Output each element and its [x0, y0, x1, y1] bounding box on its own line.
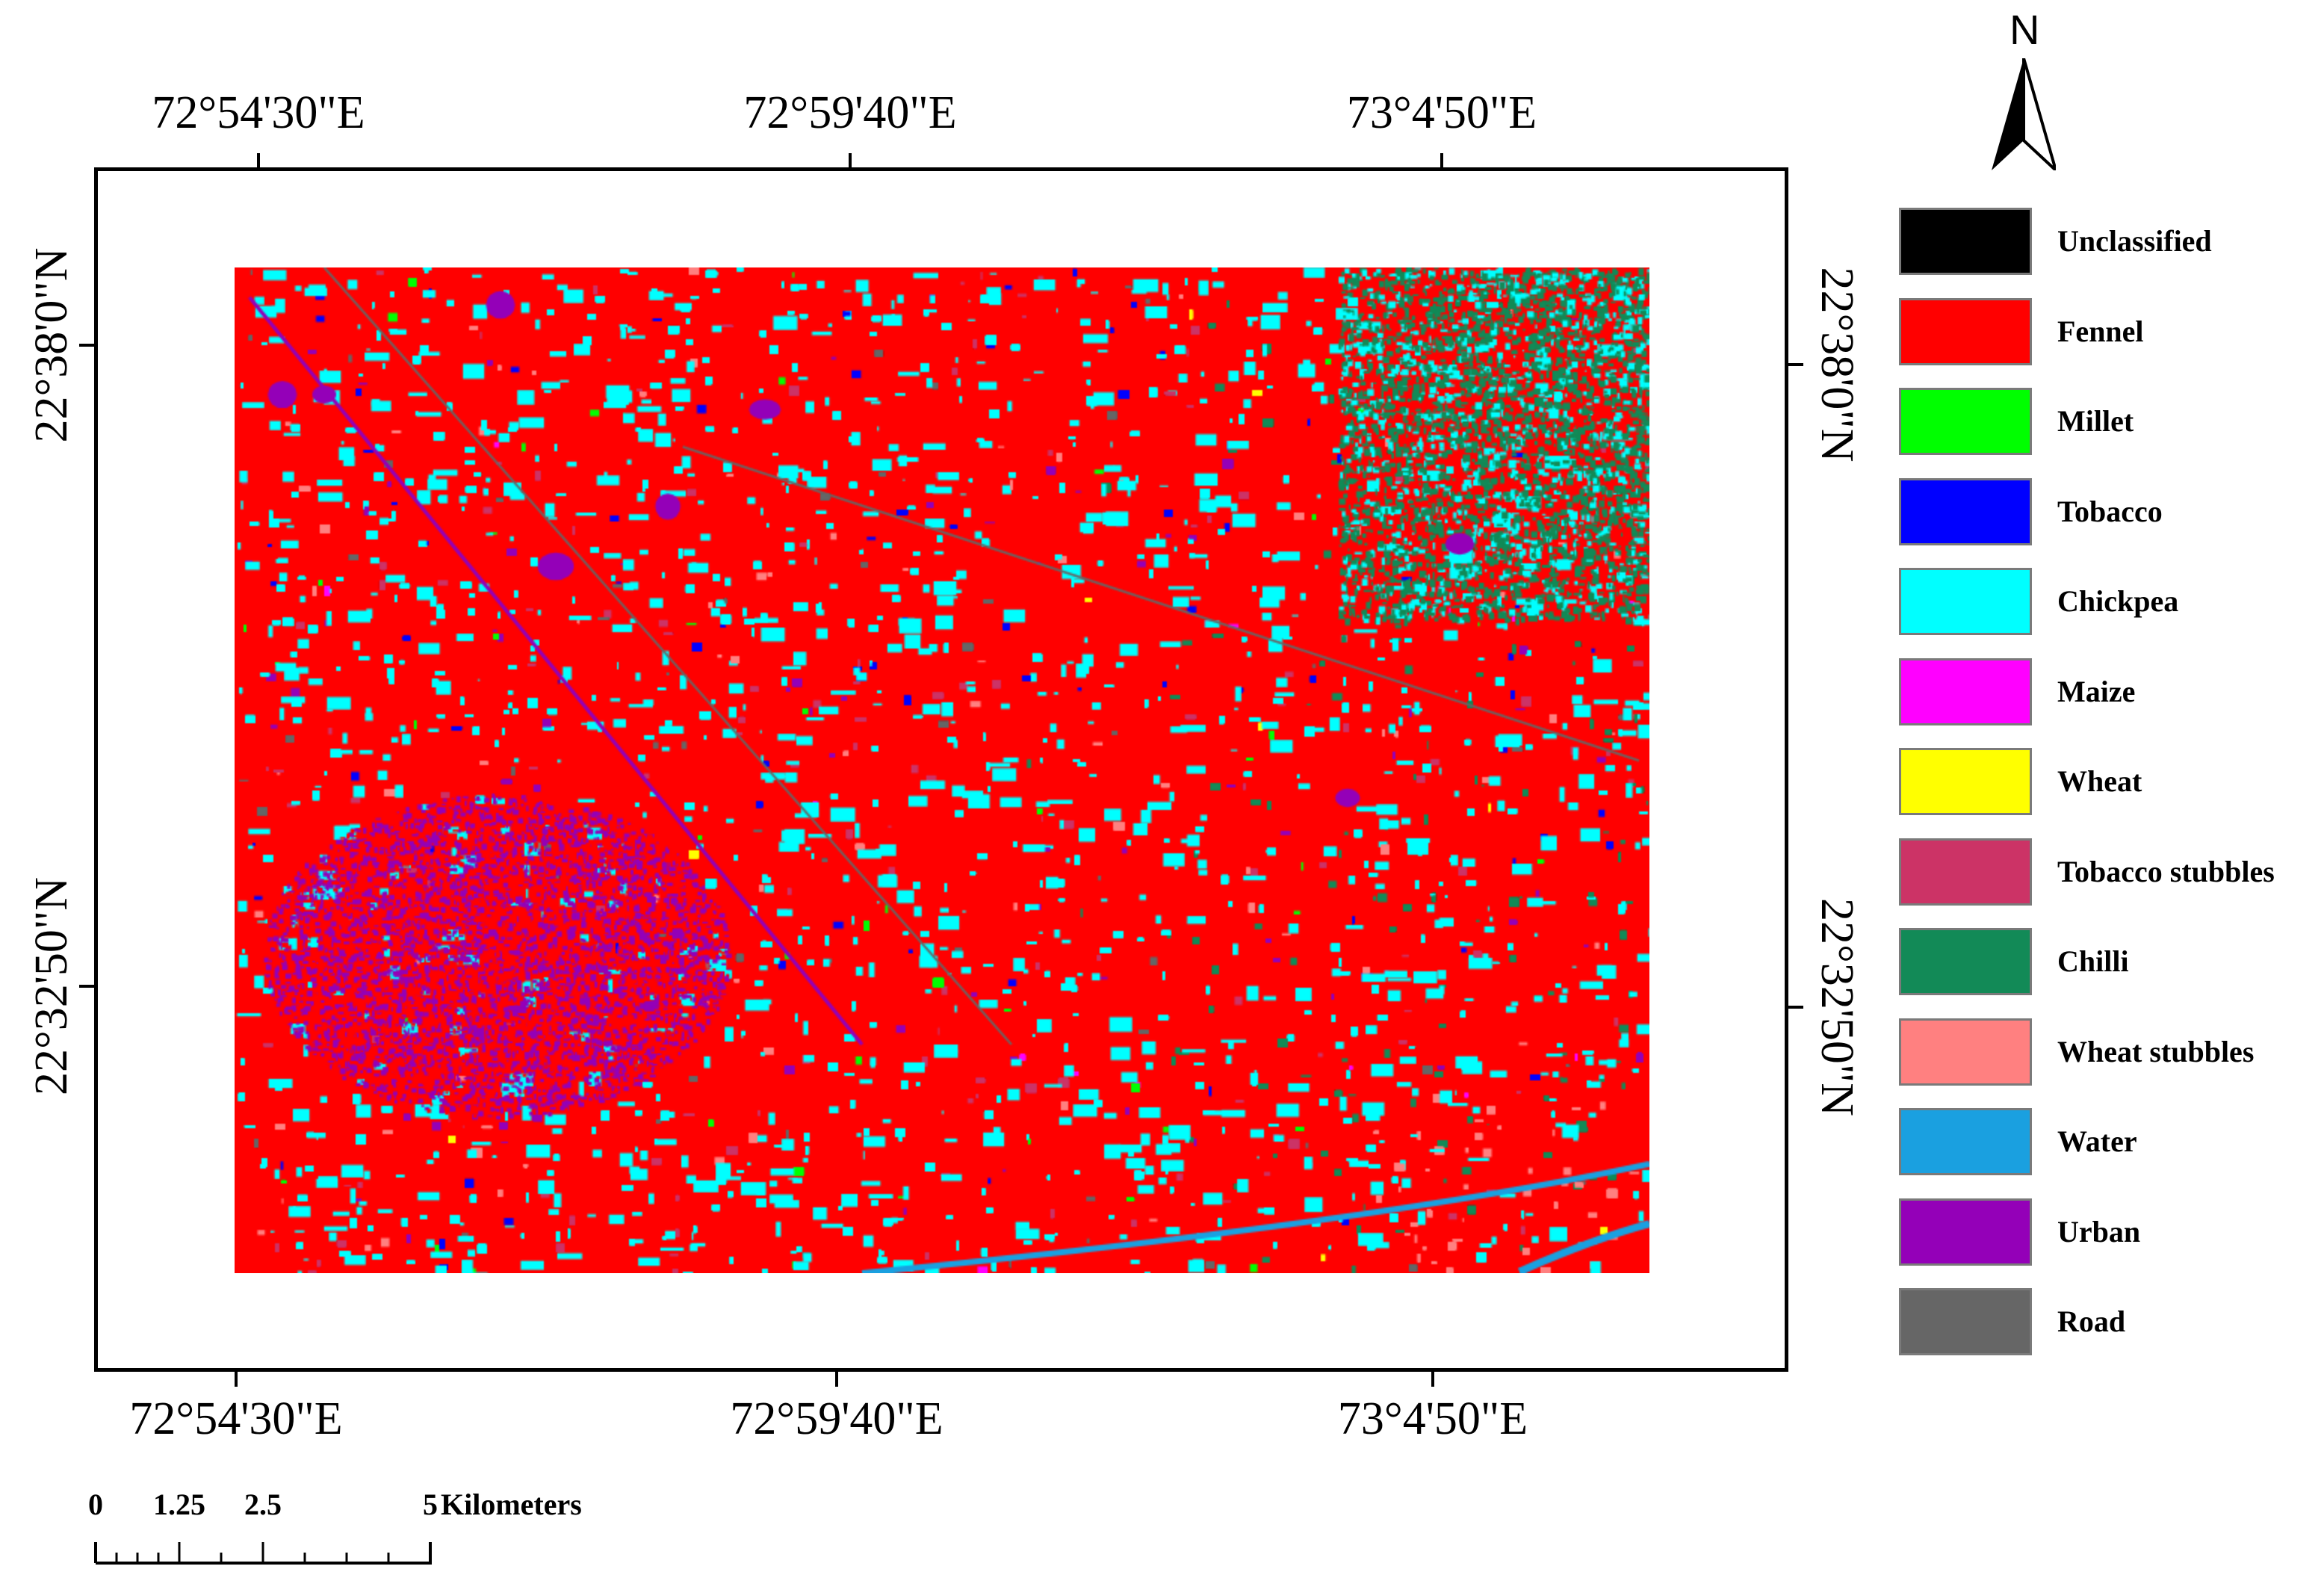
legend-swatch [1899, 298, 2032, 365]
legend-swatch [1899, 388, 2032, 455]
scale-label: 1.25 [153, 1488, 205, 1521]
legend-label: Unclassified [2057, 224, 2212, 258]
bottom-tick [235, 1370, 238, 1387]
top-tick [1440, 153, 1443, 170]
legend-label: Wheat stubbles [2057, 1035, 2255, 1068]
north-label: N [2010, 6, 2040, 53]
legend-label: Wheat [2057, 764, 2142, 798]
left-latitude-label: 22°38'0"N [26, 247, 77, 443]
legend-swatch [1899, 568, 2032, 635]
right-tick [1787, 1006, 1803, 1009]
legend-swatch [1899, 658, 2032, 725]
right-latitude-label: 22°38'0"N [1812, 267, 1862, 462]
scale-label: 0 [88, 1488, 103, 1521]
north-arrow-icon [1992, 58, 2056, 170]
bottom-longitude-label: 72°59'40"E [730, 1393, 943, 1444]
bottom-longitude-label: 72°54'30"E [129, 1393, 343, 1444]
bottom-tick [1431, 1370, 1434, 1387]
bottom-longitude-label: 73°4'50"E [1337, 1393, 1528, 1444]
legend-swatch [1899, 1018, 2032, 1086]
classified-raster [235, 267, 1649, 1273]
top-longitude-label: 72°54'30"E [152, 87, 365, 138]
legend-label: Urban [2057, 1215, 2141, 1248]
top-longitude-label: 73°4'50"E [1346, 87, 1537, 138]
legend-swatch [1899, 1288, 2032, 1355]
legend-swatch [1899, 838, 2032, 906]
legend-label: Water [2057, 1124, 2137, 1158]
legend-label: Road [2057, 1305, 2126, 1338]
legend-label: Maize [2057, 675, 2136, 708]
legend-swatch [1899, 1108, 2032, 1175]
legend-swatch [1899, 748, 2032, 815]
left-tick [79, 344, 96, 347]
legend-label: Millet [2057, 404, 2134, 438]
top-longitude-label: 72°59'40"E [743, 87, 957, 138]
scale-bar-icon [94, 1542, 432, 1565]
legend-label: Chilli [2057, 944, 2129, 978]
right-latitude-label: 22°32'50"N [1812, 897, 1862, 1117]
top-tick [849, 153, 852, 170]
legend-label: Tobacco [2057, 495, 2163, 528]
scale-label: 5 [423, 1488, 438, 1521]
legend-swatch [1899, 478, 2032, 545]
right-tick [1787, 363, 1803, 366]
left-tick [79, 985, 96, 988]
top-tick [257, 153, 260, 170]
scale-unit: Kilometers [441, 1488, 582, 1521]
left-latitude-label: 22°32'50"N [26, 876, 77, 1096]
legend-label: Tobacco stubbles [2057, 855, 2275, 888]
legend-label: Chickpea [2057, 584, 2179, 618]
scale-label: 2.5 [244, 1488, 282, 1521]
legend-swatch [1899, 208, 2032, 275]
legend-label: Fennel [2057, 315, 2144, 348]
legend-swatch [1899, 1198, 2032, 1266]
bottom-tick [835, 1370, 838, 1387]
legend-swatch [1899, 928, 2032, 995]
